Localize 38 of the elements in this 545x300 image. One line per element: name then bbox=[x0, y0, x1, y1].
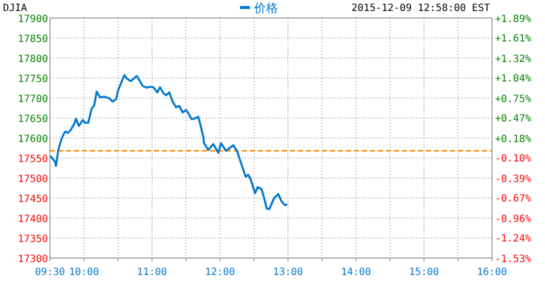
x-tick-label: 13:00 bbox=[272, 267, 304, 278]
y-tick-label: 17650 bbox=[18, 114, 48, 125]
y2-tick-label: -1.53% bbox=[495, 254, 532, 265]
chart-title: DJIA bbox=[3, 3, 28, 14]
y2-tick-label: -0.67% bbox=[495, 194, 532, 205]
y-tick-label: 17750 bbox=[18, 74, 48, 85]
x-tick-label: 09:30 bbox=[34, 267, 66, 278]
y-tick-label: 17900 bbox=[18, 14, 48, 25]
x-tick-label: 15:00 bbox=[408, 267, 440, 278]
y-tick-label: 17450 bbox=[18, 194, 48, 205]
y2-tick-label: +1.89% bbox=[495, 14, 532, 25]
y2-tick-label: +1.04% bbox=[495, 74, 532, 85]
y-tick-label: 17800 bbox=[18, 54, 48, 65]
y2-tick-label: -0.10% bbox=[495, 154, 532, 165]
legend: 价格 bbox=[240, 1, 278, 15]
y-tick-label: 17700 bbox=[18, 94, 48, 105]
y2-tick-label: +0.75% bbox=[495, 94, 532, 105]
x-tick-label: 12:00 bbox=[204, 267, 236, 278]
x-tick-label: 14:00 bbox=[340, 267, 372, 278]
y2-tick-label: +0.18% bbox=[495, 134, 532, 145]
legend-label: 价格 bbox=[253, 1, 278, 15]
y2-tick-label: -0.96% bbox=[495, 214, 532, 225]
y2-tick-label: +0.47% bbox=[495, 114, 532, 125]
y2-tick-label: -1.24% bbox=[495, 234, 532, 245]
y2-tick-label: -0.39% bbox=[495, 174, 532, 185]
y-tick-label: 17850 bbox=[18, 34, 48, 45]
y2-tick-label: +1.61% bbox=[495, 34, 532, 45]
y-tick-label: 17550 bbox=[18, 154, 48, 165]
text: 2015-12-09 12:58:00 EST bbox=[352, 3, 490, 14]
y-tick-label: 17600 bbox=[18, 134, 48, 145]
y-tick-label: 17500 bbox=[18, 174, 48, 185]
y-tick-label: 17400 bbox=[18, 214, 48, 225]
x-tick-label: 10:00 bbox=[68, 267, 100, 278]
y-tick-label: 17350 bbox=[18, 234, 48, 245]
x-tick-label: 11:00 bbox=[136, 267, 168, 278]
y2-tick-label: +1.32% bbox=[495, 54, 532, 65]
x-tick-label: 16:00 bbox=[476, 267, 508, 278]
y-tick-label: 17300 bbox=[18, 254, 48, 265]
